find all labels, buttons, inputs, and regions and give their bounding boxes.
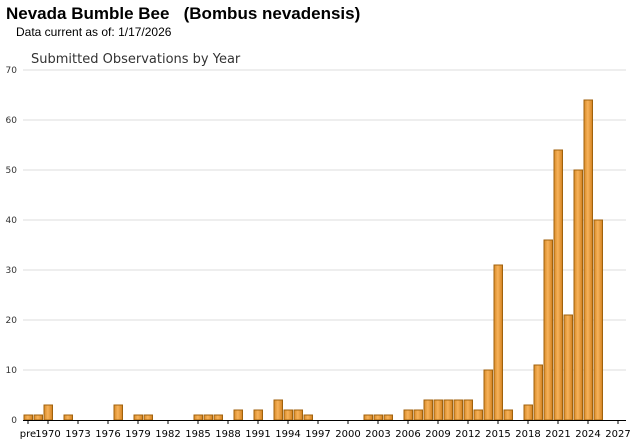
bar-1993 xyxy=(273,399,283,421)
bar-2023 xyxy=(573,169,583,421)
x-tick-label: pre xyxy=(20,429,36,440)
x-tick-label: 2000 xyxy=(335,429,360,440)
x-tick-label: 2006 xyxy=(395,429,420,440)
bar-1985 xyxy=(193,414,203,421)
x-tick-label: 2027 xyxy=(605,429,630,440)
bar-2025 xyxy=(593,219,603,421)
bar-1970 xyxy=(43,404,53,421)
y-tick-label: 30 xyxy=(6,266,18,276)
bar-2007 xyxy=(413,409,423,421)
bar-2015 xyxy=(493,264,503,421)
bar-2010 xyxy=(443,399,453,421)
bar-1969 xyxy=(33,414,43,421)
y-tick-label: 0 xyxy=(11,416,17,426)
x-tick-label: 1973 xyxy=(65,429,90,440)
x-tick-label: 1985 xyxy=(185,429,210,440)
bar-2016 xyxy=(503,409,513,421)
bar-2018 xyxy=(523,404,533,421)
y-tick-label: 50 xyxy=(6,166,18,176)
x-tick-label: 1976 xyxy=(95,429,120,440)
chart-title: Submitted Observations by Year xyxy=(31,52,241,67)
x-tick-label: 2021 xyxy=(545,429,570,440)
data-current-date: 1/17/2026 xyxy=(118,25,172,39)
bar-2011 xyxy=(453,399,463,421)
bar-2013 xyxy=(473,409,483,421)
bar-2019 xyxy=(533,364,543,421)
x-tick-label: 1997 xyxy=(305,429,330,440)
y-tick-label: 20 xyxy=(6,316,18,326)
page-title: Nevada Bumble Bee (Bombus nevadensis) xyxy=(6,4,361,23)
data-current-line: Data current as of: 1/17/2026 xyxy=(16,25,171,39)
bar-1994 xyxy=(283,409,293,421)
x-tick-label: 1994 xyxy=(275,429,300,440)
bar-1991 xyxy=(253,409,263,421)
bar-1979 xyxy=(133,414,143,421)
x-tick-label: 1991 xyxy=(245,429,270,440)
bar-1972 xyxy=(63,414,73,421)
bar-1995 xyxy=(293,409,303,421)
y-tick-label: 10 xyxy=(6,366,18,376)
bar-1980 xyxy=(143,414,153,421)
x-tick-label: 2003 xyxy=(365,429,390,440)
x-tick-label: 2009 xyxy=(425,429,450,440)
bar-2008 xyxy=(423,399,433,421)
x-tick-label: 1988 xyxy=(215,429,240,440)
x-tick-label: 1970 xyxy=(35,429,60,440)
bar-1989 xyxy=(233,409,243,421)
bar-1986 xyxy=(203,414,213,421)
bar-2022 xyxy=(563,314,573,421)
x-tick-label: 1979 xyxy=(125,429,150,440)
bar-2014 xyxy=(483,369,493,421)
data-current-label: Data current as of: xyxy=(16,25,115,39)
bar-2003 xyxy=(373,414,383,421)
bar-2021 xyxy=(553,149,563,421)
bar-2004 xyxy=(383,414,393,421)
bar-2002 xyxy=(363,414,373,421)
x-tick-label: 2012 xyxy=(455,429,480,440)
x-tick-label: 1982 xyxy=(155,429,180,440)
bar-1987 xyxy=(213,414,223,421)
y-tick-label: 40 xyxy=(6,216,18,226)
x-tick-label: 2018 xyxy=(515,429,540,440)
bar-2024 xyxy=(583,99,593,421)
y-tick-label: 60 xyxy=(6,116,18,126)
x-tick-label: 2024 xyxy=(575,429,600,440)
bar-2020 xyxy=(543,239,553,421)
x-tick-label: 2015 xyxy=(485,429,510,440)
bar-1996 xyxy=(303,414,313,421)
bar-pre xyxy=(23,414,33,421)
bar-1977 xyxy=(113,404,123,421)
y-tick-label: 70 xyxy=(6,66,18,76)
bar-2006 xyxy=(403,409,413,421)
bar-2012 xyxy=(463,399,473,421)
bar-2009 xyxy=(433,399,443,421)
